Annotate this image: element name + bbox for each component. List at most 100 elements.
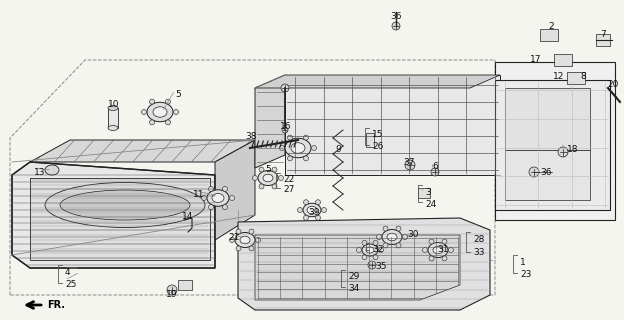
Text: 16: 16 xyxy=(280,122,291,131)
Circle shape xyxy=(236,229,241,234)
Polygon shape xyxy=(30,140,255,162)
Text: 15: 15 xyxy=(372,130,384,139)
Text: 30: 30 xyxy=(407,230,419,239)
Circle shape xyxy=(236,246,241,251)
Ellipse shape xyxy=(235,233,255,247)
Circle shape xyxy=(303,215,308,220)
Ellipse shape xyxy=(60,190,190,220)
Polygon shape xyxy=(505,88,590,150)
Text: 24: 24 xyxy=(425,200,436,209)
Polygon shape xyxy=(255,235,460,300)
Text: 10: 10 xyxy=(108,100,120,109)
Text: 5: 5 xyxy=(175,90,181,99)
Polygon shape xyxy=(30,178,210,260)
Circle shape xyxy=(376,235,381,239)
Circle shape xyxy=(373,255,378,260)
Text: 20: 20 xyxy=(607,80,618,89)
Ellipse shape xyxy=(307,206,317,214)
Circle shape xyxy=(223,187,228,191)
Text: 37: 37 xyxy=(403,158,414,167)
Circle shape xyxy=(280,146,285,150)
Text: 29: 29 xyxy=(348,272,359,281)
Bar xyxy=(567,72,585,84)
Text: 22: 22 xyxy=(283,175,295,184)
Text: 25: 25 xyxy=(65,280,76,289)
Text: 9: 9 xyxy=(335,145,341,154)
Polygon shape xyxy=(238,218,490,310)
Text: 34: 34 xyxy=(348,284,359,293)
Ellipse shape xyxy=(153,107,167,117)
Polygon shape xyxy=(495,80,610,210)
Ellipse shape xyxy=(362,244,378,256)
Text: 21: 21 xyxy=(228,233,240,242)
Ellipse shape xyxy=(366,247,374,253)
Circle shape xyxy=(230,237,235,243)
Circle shape xyxy=(288,135,293,140)
Text: 38: 38 xyxy=(245,132,256,141)
Circle shape xyxy=(249,246,254,251)
Circle shape xyxy=(442,256,447,261)
Circle shape xyxy=(303,200,308,205)
Text: 18: 18 xyxy=(567,145,578,154)
Bar xyxy=(596,34,610,46)
Text: 32: 32 xyxy=(372,245,383,254)
Circle shape xyxy=(396,226,401,231)
Circle shape xyxy=(255,237,260,243)
Circle shape xyxy=(321,207,326,212)
Circle shape xyxy=(281,84,289,92)
Text: 36: 36 xyxy=(540,168,552,177)
Polygon shape xyxy=(285,75,500,175)
Ellipse shape xyxy=(285,138,311,158)
Ellipse shape xyxy=(45,182,205,228)
Circle shape xyxy=(208,204,213,210)
Circle shape xyxy=(383,243,388,248)
Circle shape xyxy=(278,175,283,180)
Text: 31: 31 xyxy=(437,245,449,254)
Polygon shape xyxy=(505,150,590,200)
Circle shape xyxy=(558,147,568,157)
Text: 7: 7 xyxy=(600,30,606,39)
Circle shape xyxy=(249,229,254,234)
Polygon shape xyxy=(495,62,615,220)
Ellipse shape xyxy=(428,243,448,258)
Ellipse shape xyxy=(291,143,305,153)
Text: 14: 14 xyxy=(182,212,193,221)
Text: 8: 8 xyxy=(580,72,586,81)
Circle shape xyxy=(373,240,378,245)
Polygon shape xyxy=(255,235,460,300)
Ellipse shape xyxy=(303,203,321,217)
Text: 5: 5 xyxy=(265,165,271,174)
Polygon shape xyxy=(215,140,255,240)
Ellipse shape xyxy=(240,236,250,244)
Text: 2: 2 xyxy=(548,22,553,31)
Circle shape xyxy=(311,146,316,150)
Bar xyxy=(178,280,192,290)
Circle shape xyxy=(259,167,264,172)
Circle shape xyxy=(259,184,264,189)
Circle shape xyxy=(442,239,447,244)
Circle shape xyxy=(449,247,454,252)
Circle shape xyxy=(368,261,376,269)
Text: 23: 23 xyxy=(520,270,532,279)
Text: 17: 17 xyxy=(530,55,542,64)
Circle shape xyxy=(392,22,400,30)
Circle shape xyxy=(529,167,539,177)
Circle shape xyxy=(223,204,228,210)
Circle shape xyxy=(165,120,170,125)
Circle shape xyxy=(272,167,277,172)
Ellipse shape xyxy=(147,102,173,122)
Polygon shape xyxy=(12,162,215,268)
Text: 39: 39 xyxy=(308,208,319,217)
Circle shape xyxy=(150,120,155,125)
Circle shape xyxy=(202,196,207,201)
Ellipse shape xyxy=(263,174,273,182)
Ellipse shape xyxy=(108,106,118,110)
Text: 3: 3 xyxy=(425,188,431,197)
Ellipse shape xyxy=(258,171,278,186)
Bar xyxy=(108,108,118,128)
Bar xyxy=(540,29,558,41)
Ellipse shape xyxy=(387,233,397,241)
Circle shape xyxy=(429,256,434,261)
Circle shape xyxy=(303,135,308,140)
Circle shape xyxy=(316,215,321,220)
